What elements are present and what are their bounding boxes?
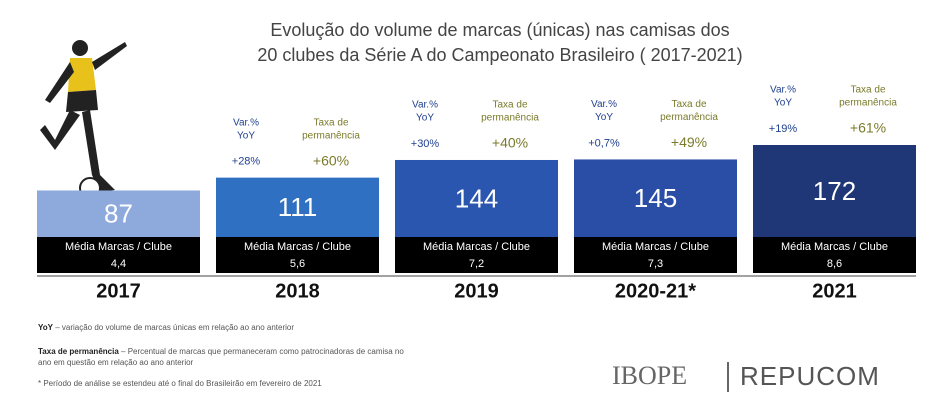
strip (574, 237, 737, 273)
note-text: – variação do volume de marcas únicas em… (55, 323, 294, 332)
bar-value: 87 (104, 199, 133, 229)
bar-value: 145 (634, 183, 677, 213)
series-name: YoY (416, 113, 434, 124)
strip-value: 4,4 (111, 258, 126, 270)
bar (574, 159, 737, 237)
series-value: +60% (313, 152, 349, 168)
series-name: Taxa de (850, 85, 885, 96)
bar (37, 190, 200, 237)
series-name: YoY (237, 130, 255, 141)
series-name: Var.% (412, 100, 438, 111)
series-name: permanência (481, 113, 539, 124)
bar (216, 177, 379, 237)
series-name: Taxa de (671, 99, 706, 110)
series-name: permanência (302, 130, 360, 141)
note-term: Taxa de permanência (38, 347, 119, 356)
note-term: YoY (38, 323, 53, 332)
strip (37, 237, 200, 273)
note-text: * Período de análise se estendeu até o f… (38, 379, 322, 388)
series-value: +49% (671, 134, 707, 150)
series-value: +61% (850, 120, 886, 136)
series-name: YoY (774, 98, 792, 109)
strip (753, 237, 916, 273)
x-tick-label: 2017 (96, 280, 141, 302)
series-name: YoY (595, 112, 613, 123)
series-name: Var.% (770, 85, 796, 96)
series-name: permanência (660, 112, 718, 123)
series-value: +0,7% (588, 137, 620, 149)
strip-label: Média Marcas / Clube (602, 241, 709, 253)
strip-label: Média Marcas / Clube (65, 241, 172, 253)
x-tick-label: 2020-21* (615, 280, 696, 302)
note: YoY – variação do volume de marcas única… (38, 322, 408, 333)
strip (216, 237, 379, 273)
series-value: +40% (492, 135, 528, 151)
bar (395, 159, 558, 237)
strip-label: Média Marcas / Clube (423, 241, 530, 253)
series-name: Taxa de (313, 117, 348, 128)
bar-value: 172 (813, 176, 856, 206)
series-value: +30% (411, 138, 440, 150)
logo-repucom: REPUCOM (740, 361, 880, 391)
bar-value: 111 (278, 192, 318, 222)
series-value: +28% (232, 156, 261, 168)
strip-label: Média Marcas / Clube (781, 241, 888, 253)
logo-ibope: IBOPE (612, 361, 687, 390)
series-name: Var.% (233, 117, 259, 128)
strip-value: 8,6 (827, 258, 842, 270)
note-text: – Percentual de marcas que permaneceram … (38, 347, 404, 367)
chart-title: Evolução do volume de marcas (únicas) na… (270, 20, 729, 40)
strip-value: 7,3 (648, 258, 663, 270)
strip-label: Média Marcas / Clube (244, 241, 351, 253)
note: Taxa de permanência – Percentual de marc… (38, 346, 408, 368)
x-tick-label: 2019 (454, 280, 499, 302)
strip (395, 237, 558, 273)
strip-value: 5,6 (290, 258, 305, 270)
bar (753, 145, 916, 237)
note: * Período de análise se estendeu até o f… (38, 378, 408, 389)
x-tick-label: 2018 (275, 280, 320, 302)
strip-value: 7,2 (469, 258, 484, 270)
chart-title: 20 clubes da Série A do Campeonato Brasi… (257, 45, 742, 65)
series-name: Var.% (591, 99, 617, 110)
x-tick-label: 2021 (812, 280, 857, 302)
series-name: permanência (839, 98, 897, 109)
series-name: Taxa de (492, 100, 527, 111)
bar-value: 144 (455, 183, 498, 213)
player (40, 40, 127, 199)
series-value: +19% (769, 123, 798, 135)
